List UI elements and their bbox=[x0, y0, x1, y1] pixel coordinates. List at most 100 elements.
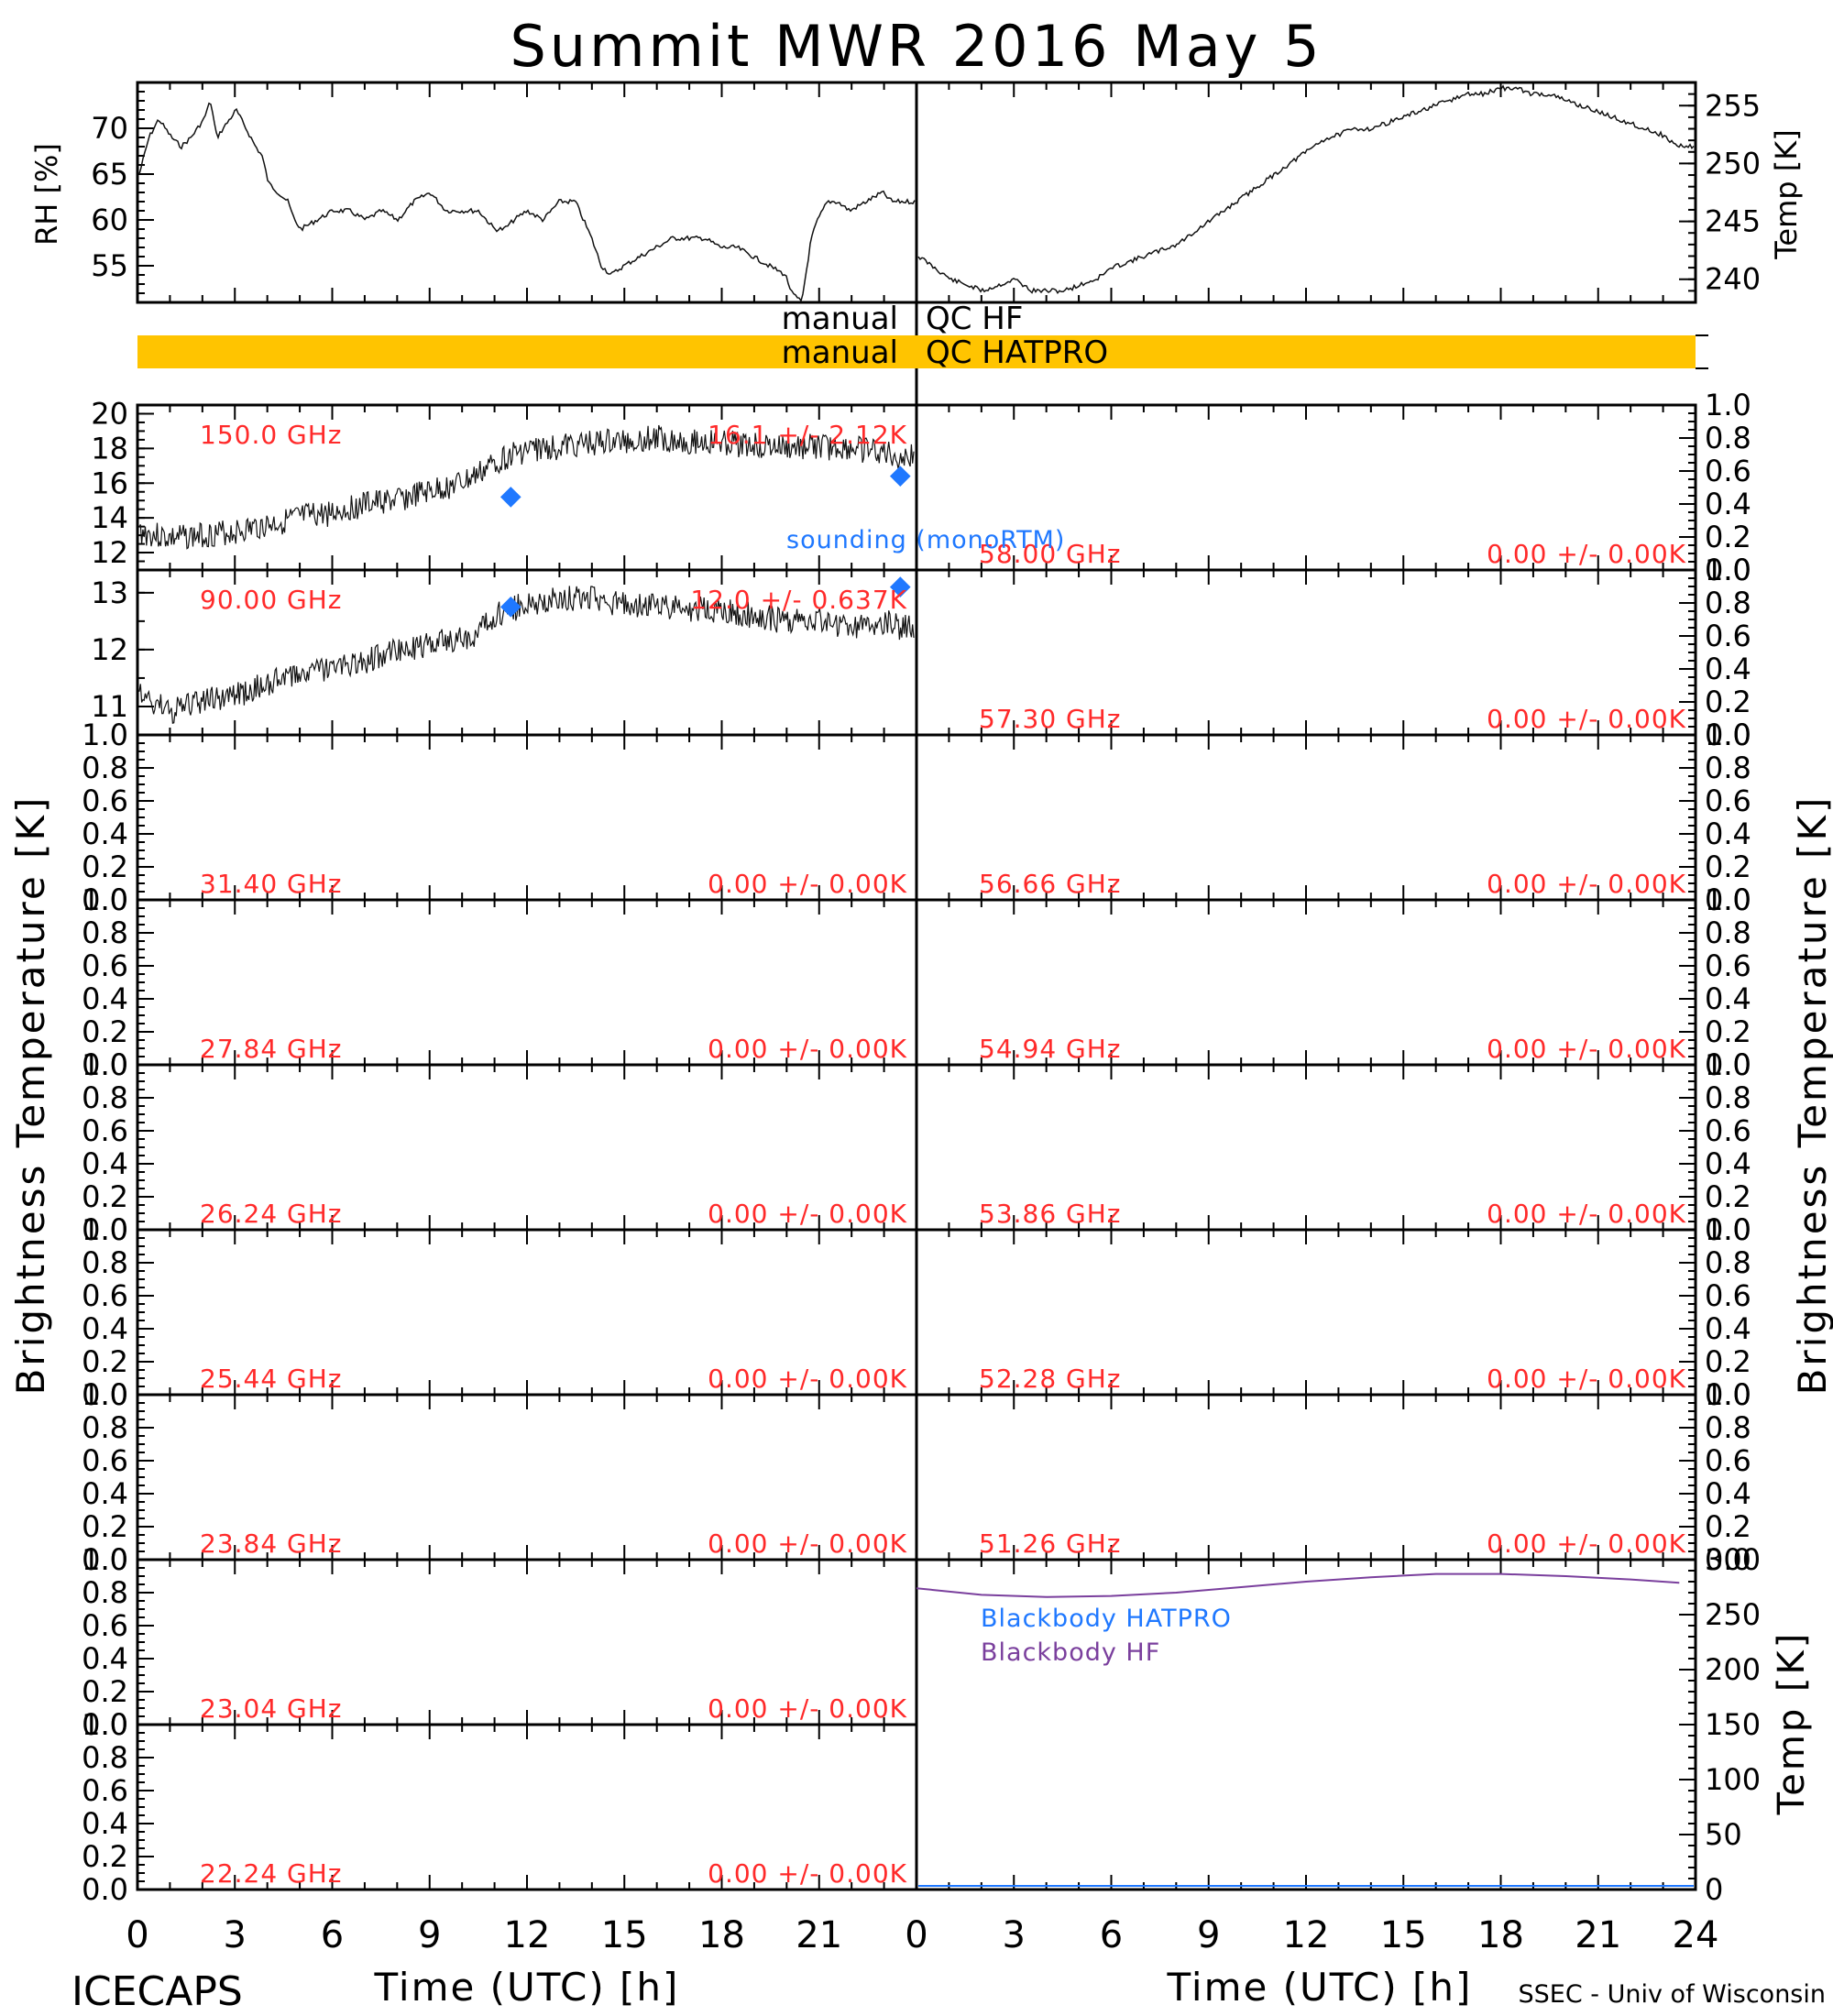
tb_2384-y-axis-tick-label: 1.0 bbox=[82, 1377, 128, 1412]
tb_5666-y-axis-tick-label: 0.2 bbox=[1705, 849, 1751, 884]
temp-y-axis-tick-label: 240 bbox=[1705, 262, 1761, 297]
right-x-tick-label: 24 bbox=[1673, 1914, 1719, 1956]
tb_2784-y-axis-tick-label: 0.6 bbox=[82, 948, 128, 983]
tb_5666-freq-label: 56.66 GHz bbox=[979, 869, 1122, 899]
blackbody-hf-label: Blackbody HF bbox=[981, 1638, 1160, 1667]
tb_2384-y-axis-tick-label: 0.0 bbox=[82, 1542, 128, 1577]
tb_2224-y-axis: 0.00.20.40.60.81.0 bbox=[82, 1707, 154, 1907]
left-x-tick-label: 15 bbox=[601, 1914, 648, 1956]
tb_5494-y-axis-tick-label: 1.0 bbox=[1705, 882, 1751, 917]
tb_150-sounding-point bbox=[499, 487, 521, 508]
tb_5386-y-axis-tick-label: 0.4 bbox=[1705, 1146, 1751, 1181]
right-x-tick-label: 3 bbox=[1003, 1914, 1026, 1956]
tb_5228-freq-label: 52.28 GHz bbox=[979, 1364, 1122, 1394]
chart-title: Summit MWR 2016 May 5 bbox=[510, 13, 1323, 80]
tb_2304-y-axis-tick-label: 0.6 bbox=[82, 1608, 128, 1643]
tb_5228-y-axis-tick-label: 1.0 bbox=[1705, 1212, 1751, 1247]
tb_150-line bbox=[138, 424, 915, 550]
temp-y-axis-tick-label: 255 bbox=[1705, 88, 1761, 123]
tb_5228-stat-label: 0.00 +/- 0.00K bbox=[1487, 1364, 1686, 1394]
tb_5386-y-axis-tick-label: 1.0 bbox=[1705, 1047, 1751, 1082]
tb_31-y-axis-tick-label: 0.4 bbox=[82, 816, 128, 851]
tb_31-y-axis-tick-label: 0.2 bbox=[82, 849, 128, 884]
blackbody-y-axis-tick-label: 100 bbox=[1705, 1762, 1761, 1797]
tb_2624-y-axis-tick-label: 0.4 bbox=[82, 1146, 128, 1181]
tb_5228-y-axis-tick-label: 0.6 bbox=[1705, 1278, 1751, 1313]
tb_5228-y-axis: 0.00.20.40.60.81.0 bbox=[1679, 1212, 1751, 1412]
tb_2224-freq-label: 22.24 GHz bbox=[200, 1858, 343, 1889]
tb_2304-y-axis-tick-label: 0.2 bbox=[82, 1674, 128, 1709]
tb_5666-y-axis-tick-label: 0.6 bbox=[1705, 783, 1751, 818]
right-x-label: Time (UTC) [h] bbox=[1167, 1965, 1473, 2010]
tb_5800-y-axis-tick-label: 1.0 bbox=[1705, 388, 1751, 422]
tb_5800-y-axis-tick-label: 0.8 bbox=[1705, 421, 1751, 455]
tb_2224-stat-label: 0.00 +/- 0.00K bbox=[708, 1858, 907, 1889]
tb_2544-y-axis-tick-label: 0.6 bbox=[82, 1278, 128, 1313]
tb_31-y-axis-tick-label: 0.6 bbox=[82, 783, 128, 818]
rh-y-axis-tick-label: 65 bbox=[91, 157, 128, 192]
right-x-tick-label: 18 bbox=[1477, 1914, 1524, 1956]
tb_5126-y-axis-tick-label: 0.4 bbox=[1705, 1476, 1751, 1511]
tb_31-y-axis-tick-label: 1.0 bbox=[82, 718, 128, 752]
rh-panel-frame bbox=[136, 81, 918, 304]
qc-hatpro-right-label: QC HATPRO bbox=[926, 334, 1108, 371]
right-x-tick-label: 15 bbox=[1380, 1914, 1427, 1956]
temp-panel-frame bbox=[915, 81, 1697, 304]
tb_31-y-axis-tick-label: 0.0 bbox=[82, 882, 128, 917]
qc-hf-right-label: QC HF bbox=[926, 301, 1023, 337]
tb_2224-y-axis-tick-label: 0.6 bbox=[82, 1773, 128, 1808]
tb_2544-y-axis-tick-label: 0.0 bbox=[82, 1377, 128, 1412]
tb_5126-y-axis: 0.00.20.40.60.81.0 bbox=[1679, 1377, 1751, 1577]
rh-y-axis-tick-label: 60 bbox=[91, 203, 128, 237]
tb_90-y-axis-tick-label: 13 bbox=[91, 575, 128, 610]
tb_5126-stat-label: 0.00 +/- 0.00K bbox=[1487, 1528, 1686, 1559]
tb_150-y-axis-tick-label: 16 bbox=[91, 466, 128, 500]
tb_2544-y-axis-tick-label: 0.8 bbox=[82, 1245, 128, 1280]
tb_5126-y-axis-tick-label: 0.6 bbox=[1705, 1443, 1751, 1478]
tb_150-y-axis-tick-label: 14 bbox=[91, 500, 128, 535]
tb_2624-y-axis-tick-label: 0.0 bbox=[82, 1212, 128, 1247]
temp-y-label: Temp [K] bbox=[1769, 129, 1804, 259]
tb_5494-stat-label: 0.00 +/- 0.00K bbox=[1487, 1034, 1686, 1064]
left-x-label: Time (UTC) [h] bbox=[374, 1965, 680, 2010]
tb_2384-y-axis-tick-label: 0.4 bbox=[82, 1476, 128, 1511]
tb_2224-y-axis-tick-label: 0.0 bbox=[82, 1872, 128, 1907]
tb_5494-y-axis-tick-label: 0.2 bbox=[1705, 1014, 1751, 1049]
left-x-tick-label: 9 bbox=[418, 1914, 441, 1956]
right-x-tick-label: 9 bbox=[1197, 1914, 1220, 1956]
tb_2384-y-axis-tick-label: 0.8 bbox=[82, 1410, 128, 1445]
air-temp-line bbox=[917, 84, 1695, 294]
tb_5666-y-axis-tick-label: 1.0 bbox=[1705, 718, 1751, 752]
tb_5228-x-ticks bbox=[916, 1230, 1696, 1395]
tb_2544-y-axis-tick-label: 0.2 bbox=[82, 1344, 128, 1379]
tb_5494-y-axis: 0.00.20.40.60.81.0 bbox=[1679, 882, 1751, 1082]
tb_5494-y-axis-tick-label: 0.0 bbox=[1705, 1047, 1751, 1082]
right-x-tick-label: 21 bbox=[1575, 1914, 1621, 1956]
tb_5386-y-axis-tick-label: 0.2 bbox=[1705, 1179, 1751, 1214]
tb_5228-y-axis-tick-label: 0.2 bbox=[1705, 1344, 1751, 1379]
tb_90-freq-label: 90.00 GHz bbox=[200, 585, 343, 615]
tb_2624-y-axis-tick-label: 1.0 bbox=[82, 1047, 128, 1082]
tb_5730-y-axis-tick-label: 1.0 bbox=[1705, 553, 1751, 587]
sounding-legend-label: sounding (monoRTM) bbox=[786, 526, 1065, 554]
tb_5666-y-axis-tick-label: 0.0 bbox=[1705, 882, 1751, 917]
blackbody-y-axis-tick-label: 150 bbox=[1705, 1707, 1761, 1742]
rh-y-axis-tick-label: 55 bbox=[91, 248, 128, 283]
tb_150-y-axis-tick-label: 18 bbox=[91, 431, 128, 466]
blackbody-y-axis-tick-label: 0 bbox=[1705, 1872, 1723, 1907]
tb_2384-y-axis: 0.00.20.40.60.81.0 bbox=[82, 1377, 154, 1577]
tb_150-stat-label: 16.1 +/- 2.12K bbox=[708, 420, 907, 450]
tb_5800-y-axis-tick-label: 0.6 bbox=[1705, 454, 1751, 488]
tb_5666-y-axis-tick-label: 0.8 bbox=[1705, 751, 1751, 785]
tb_2304-freq-label: 23.04 GHz bbox=[200, 1693, 343, 1724]
tb_2624-y-axis-tick-label: 0.2 bbox=[82, 1179, 128, 1214]
tb_5126-y-axis-tick-label: 1.0 bbox=[1705, 1377, 1751, 1412]
tb_5494-y-axis-tick-label: 0.6 bbox=[1705, 948, 1751, 983]
tb_90-stat-label: 12.0 +/- 0.637K bbox=[690, 585, 907, 615]
tb_5800-freq-label: 58.00 GHz bbox=[979, 539, 1122, 569]
temp-y-axis: 240 245 250 255 bbox=[1679, 82, 1761, 303]
tb_2384-y-axis-tick-label: 0.2 bbox=[82, 1509, 128, 1544]
tb_2384-freq-label: 23.84 GHz bbox=[200, 1528, 343, 1559]
tb_5730-stat-label: 0.00 +/- 0.00K bbox=[1487, 704, 1686, 734]
tb_5800-y-axis-tick-label: 0.0 bbox=[1705, 553, 1751, 587]
